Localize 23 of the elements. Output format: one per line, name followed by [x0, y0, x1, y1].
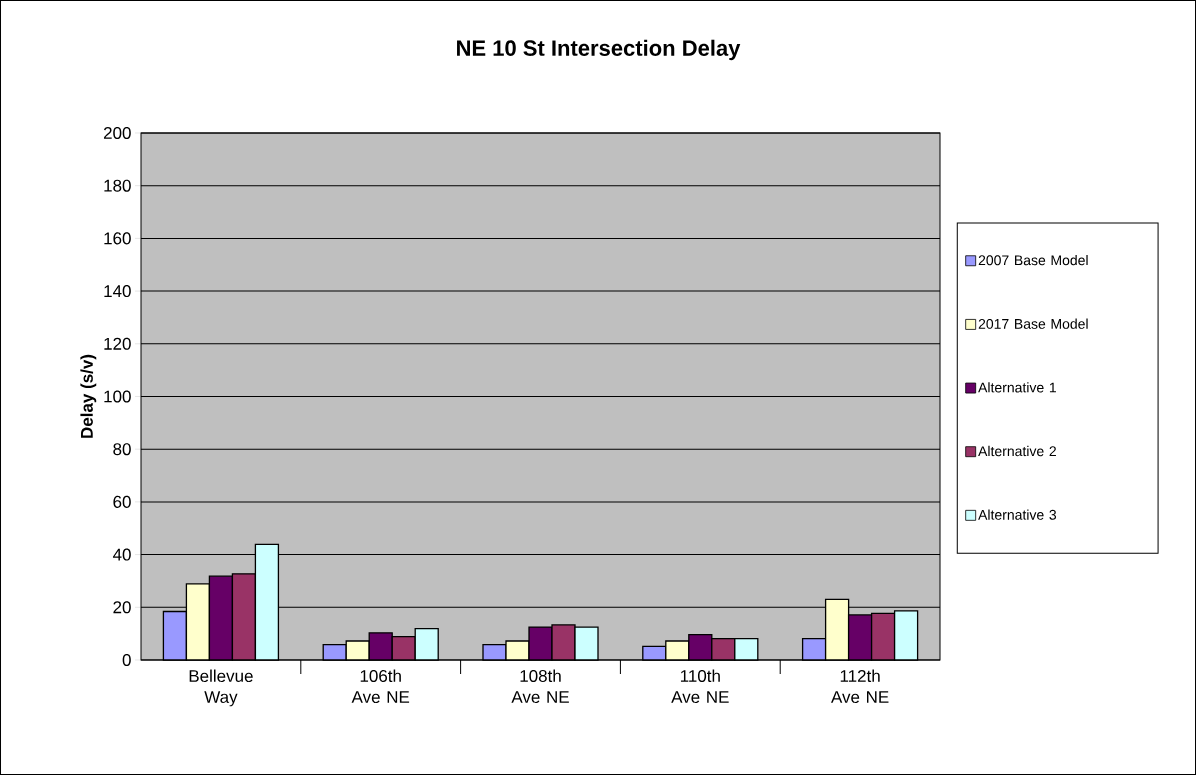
x-tick-label: 110th Ave NE	[671, 669, 729, 704]
y-tick-label: 60	[113, 495, 131, 508]
y-tick-label: 160	[104, 232, 131, 245]
x-tick-label: 112th Ave NE	[831, 669, 889, 704]
y-tick-label: 180	[104, 179, 131, 192]
x-tick-label: 106th Ave NE	[351, 669, 410, 704]
y-tick-label: 140	[104, 285, 131, 298]
y-tick-label: 20	[113, 601, 131, 614]
y-tick-label: 0	[122, 653, 131, 667]
legend-label: Alternative 3	[978, 509, 1057, 520]
y-tick-label: 40	[112, 548, 131, 561]
y-tick-label: 200	[103, 126, 131, 140]
y-tick-label: 100	[104, 390, 131, 403]
legend-label: Alternative 1	[978, 382, 1056, 393]
x-tick-label: Bellevue Way	[189, 669, 253, 707]
legend-label: 2007 Base Model	[978, 254, 1088, 266]
legend-label: Alternative 2	[978, 445, 1056, 457]
y-tick-label: 80	[113, 443, 131, 456]
y-tick-label: 120	[104, 337, 131, 350]
legend-label: 2017 Base Model	[978, 318, 1088, 329]
chart-title: NE 10 St Intersection Delay	[457, 39, 741, 61]
x-tick-label: 108th Ave NE	[511, 669, 569, 704]
y-axis-title: Delay (s/v)	[80, 354, 97, 438]
